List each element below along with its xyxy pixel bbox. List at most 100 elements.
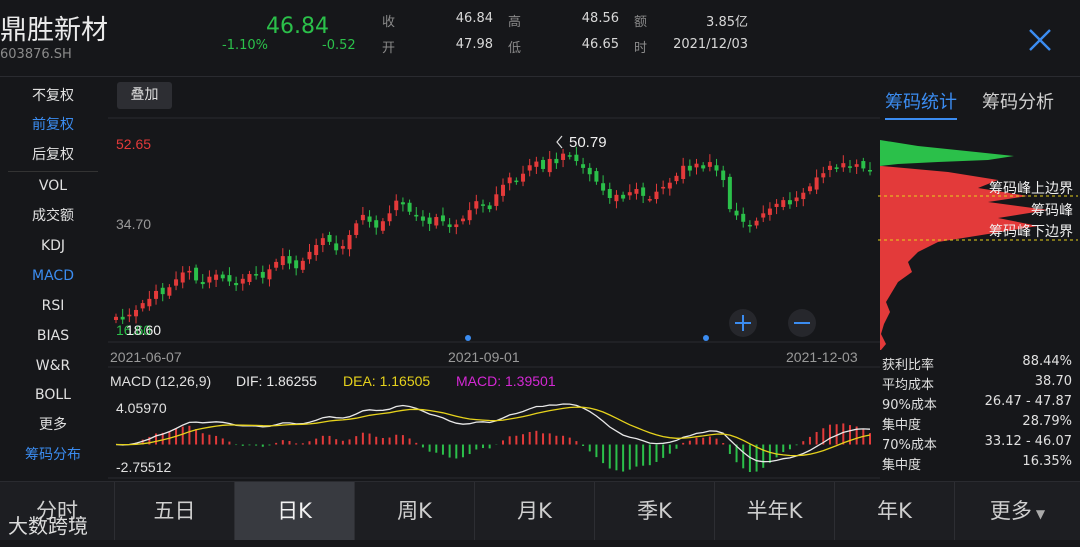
candle-body — [681, 165, 686, 179]
candle-body — [861, 161, 866, 169]
candle-body — [868, 170, 872, 172]
macd-title: MACD (12,26,9) — [110, 373, 211, 389]
tab-quarterly-k[interactable]: 季K — [595, 482, 715, 540]
menu-chip-distribution[interactable]: 筹码分布 — [25, 447, 81, 463]
candle-body — [387, 213, 392, 222]
kline-chart[interactable]: 52.65 34.70 16.60 18.60 50.79 2021-06-07… — [108, 112, 880, 480]
menu-divider — [8, 171, 98, 172]
candle-body — [607, 189, 612, 199]
indicator-menu: 不复权 前复权 后复权 VOL 成交额 KDJ MACD RSI BIAS W&… — [0, 78, 108, 478]
menu-wr[interactable]: W&R — [35, 358, 71, 374]
quote-label-amount: 额 — [634, 15, 648, 30]
candle-body — [274, 261, 279, 268]
candle-body — [334, 243, 339, 251]
candle-body — [801, 192, 806, 200]
tab-more[interactable]: 更多 ▼ — [955, 482, 1080, 540]
candle-body — [581, 164, 586, 168]
candle-body — [594, 171, 599, 182]
stat-row: 集中度 16.35% — [882, 454, 1072, 474]
macd-dif-value: DIF: 1.86255 — [236, 373, 317, 389]
zoom-in-button[interactable] — [729, 309, 757, 337]
menu-forward-adjust[interactable]: 前复权 — [32, 117, 74, 133]
candle-body — [821, 173, 826, 178]
quote-value-close: 46.84 — [455, 11, 493, 26]
menu-turnover[interactable]: 成交额 — [32, 208, 74, 224]
candle-body — [114, 316, 118, 320]
zoom-out-button[interactable] — [788, 309, 816, 337]
candle-body — [187, 270, 192, 273]
candle-body — [701, 165, 706, 169]
candle-body — [294, 260, 299, 269]
candle-body — [634, 189, 639, 194]
tab-intraday[interactable]: 分时 — [0, 482, 115, 540]
candlestick-series — [114, 146, 872, 324]
candle-body — [354, 223, 359, 235]
menu-kdj[interactable]: KDJ — [40, 238, 66, 254]
tab-five-day[interactable]: 五日 — [115, 482, 235, 540]
event-dot[interactable] — [703, 335, 709, 341]
max-marker-arrow — [556, 135, 563, 149]
menu-more[interactable]: 更多 — [39, 417, 67, 433]
tab-halfyear-k[interactable]: 半年K — [715, 482, 835, 540]
candle-body — [467, 210, 472, 221]
menu-boll[interactable]: BOLL — [35, 387, 71, 403]
stat-row: 获利比率 88.44% — [882, 354, 1072, 374]
menu-vol[interactable]: VOL — [38, 178, 68, 194]
menu-no-adjust[interactable]: 不复权 — [32, 88, 74, 104]
candle-body — [774, 203, 779, 207]
menu-rsi[interactable]: RSI — [41, 298, 65, 314]
stat-row: 集中度 28.79% — [882, 414, 1072, 434]
macd-ymin-label: -2.75512 — [116, 459, 171, 475]
change-percent: -1.10% — [222, 38, 268, 53]
tab-yearly-k[interactable]: 年K — [835, 482, 955, 540]
candle-body — [194, 267, 199, 281]
menu-macd[interactable]: MACD — [32, 268, 74, 284]
candle-body — [134, 309, 139, 317]
candle-body — [200, 281, 205, 285]
chip-tab-bar: 筹码统计 筹码分析 — [880, 88, 1080, 124]
tab-daily-k[interactable]: 日K — [235, 482, 355, 540]
stat-label: 平均成本 — [882, 378, 935, 393]
y-axis-low-label: 16.60 — [116, 322, 151, 338]
candle-body — [427, 217, 432, 224]
candle-body — [781, 200, 786, 207]
tab-chip-analysis[interactable]: 筹码分析 — [982, 92, 1054, 113]
candle-body — [767, 208, 772, 215]
quote-label-high: 高 — [508, 15, 522, 30]
candle-body — [761, 213, 766, 218]
chip-peak-upper-label: 筹码峰上边界 — [989, 180, 1073, 196]
stat-row: 70%成本 33.12 - 46.07 — [882, 434, 1072, 454]
candle-body — [567, 155, 572, 157]
overlay-button[interactable]: 叠加 — [117, 82, 172, 109]
tab-weekly-k[interactable]: 周K — [355, 482, 475, 540]
quote-value-open: 47.98 — [455, 37, 493, 52]
chip-peak-label: 筹码峰 — [1031, 202, 1073, 218]
candle-body — [647, 199, 652, 201]
candle-body — [514, 180, 519, 183]
candle-body — [754, 220, 759, 226]
event-dot[interactable] — [465, 335, 471, 341]
candle-body — [494, 194, 499, 206]
candle-body — [734, 210, 739, 216]
candle-body — [374, 220, 379, 228]
close-icon[interactable] — [1022, 22, 1058, 58]
candle-body — [667, 182, 672, 189]
tab-chip-stats[interactable]: 筹码统计 — [885, 88, 957, 120]
candle-body — [460, 218, 465, 222]
candle-body — [661, 186, 666, 189]
stock-code: 603876.SH — [0, 47, 72, 62]
period-tab-bar: 分时 五日 日K 周K 月K 季K 半年K 年K 更多 ▼ — [0, 481, 1080, 540]
candle-body — [320, 238, 325, 246]
quote-value-low: 46.65 — [581, 37, 619, 52]
candle-body — [267, 269, 272, 280]
tab-monthly-k[interactable]: 月K — [475, 482, 595, 540]
menu-bias[interactable]: BIAS — [36, 328, 70, 344]
menu-backward-adjust[interactable]: 后复权 — [32, 147, 74, 163]
plus-icon — [735, 315, 751, 331]
quote-label-low: 低 — [508, 41, 522, 56]
candle-body — [340, 246, 345, 249]
stock-name: 鼎胜新材 — [0, 15, 108, 46]
y-axis-mid-label: 34.70 — [116, 216, 151, 232]
x-axis-date-end: 2021-12-03 — [786, 349, 858, 365]
macd-ymax-label: 4.05970 — [116, 400, 167, 416]
